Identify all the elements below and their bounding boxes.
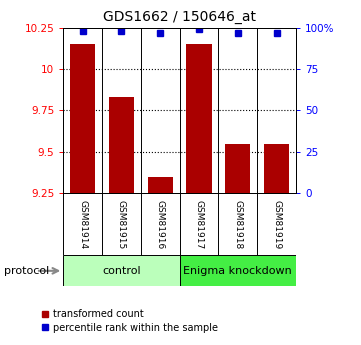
Text: GSM81916: GSM81916: [156, 200, 165, 249]
Bar: [148, 177, 173, 193]
Bar: [264, 144, 289, 193]
Title: GDS1662 / 150646_at: GDS1662 / 150646_at: [103, 10, 256, 24]
Text: GSM81917: GSM81917: [195, 200, 204, 249]
Text: Enigma knockdown: Enigma knockdown: [183, 266, 292, 276]
Bar: [225, 144, 251, 193]
Text: control: control: [102, 266, 141, 276]
Bar: [70, 44, 95, 193]
Bar: [186, 44, 212, 193]
Bar: [180, 255, 296, 286]
Text: protocol: protocol: [4, 266, 49, 276]
Text: GSM81914: GSM81914: [78, 200, 87, 249]
Bar: [63, 255, 180, 286]
Text: GSM81915: GSM81915: [117, 200, 126, 249]
Legend: transformed count, percentile rank within the sample: transformed count, percentile rank withi…: [37, 305, 222, 337]
Text: GSM81918: GSM81918: [233, 200, 242, 249]
Text: GSM81919: GSM81919: [272, 200, 281, 249]
Bar: [109, 97, 134, 193]
